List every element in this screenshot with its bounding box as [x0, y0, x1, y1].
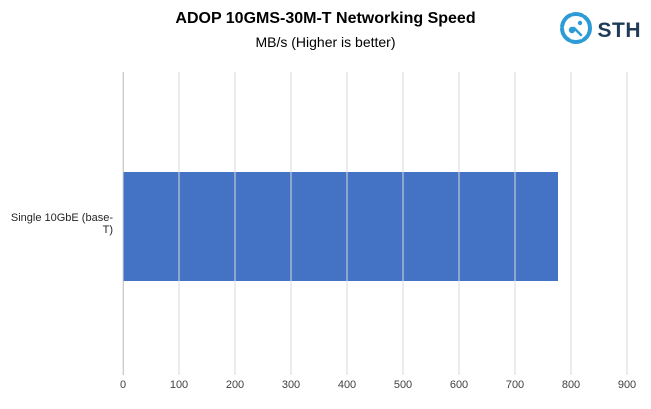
x-tick-label: 0: [119, 379, 127, 391]
gridline: [290, 72, 292, 375]
chart-subtitle: MB/s (Higher is better): [255, 34, 396, 50]
x-tick-label: 200: [225, 379, 245, 391]
x-tick-label: 100: [169, 379, 189, 391]
gridline: [178, 72, 180, 375]
gridline: [570, 72, 572, 375]
plot-area: [122, 72, 628, 375]
x-tick-label: 700: [505, 379, 525, 391]
gridline: [626, 72, 628, 375]
gridline: [346, 72, 348, 375]
gridline: [402, 72, 404, 375]
x-tick-label: 500: [393, 379, 413, 391]
gridline: [458, 72, 460, 375]
sth-logo-icon: [558, 10, 594, 51]
sth-logo: STH: [558, 10, 642, 51]
x-tick-label: 600: [449, 379, 469, 391]
sth-logo-text: STH: [597, 18, 641, 42]
chart-title: ADOP 10GMS-30M-T Networking Speed: [175, 10, 476, 27]
x-tick-label: 300: [281, 379, 301, 391]
y-category-label: Single 10GbE (base-T): [10, 211, 113, 236]
x-tick-label: 900: [617, 379, 637, 391]
gridline: [514, 72, 516, 375]
x-tick-label: 800: [561, 379, 581, 391]
bar: [123, 171, 558, 282]
x-tick-label: 400: [337, 379, 357, 391]
gridline: [122, 72, 124, 375]
x-axis: 0 100 200 300 400 500 600 700 800 900: [119, 379, 636, 395]
gridline: [234, 72, 236, 375]
